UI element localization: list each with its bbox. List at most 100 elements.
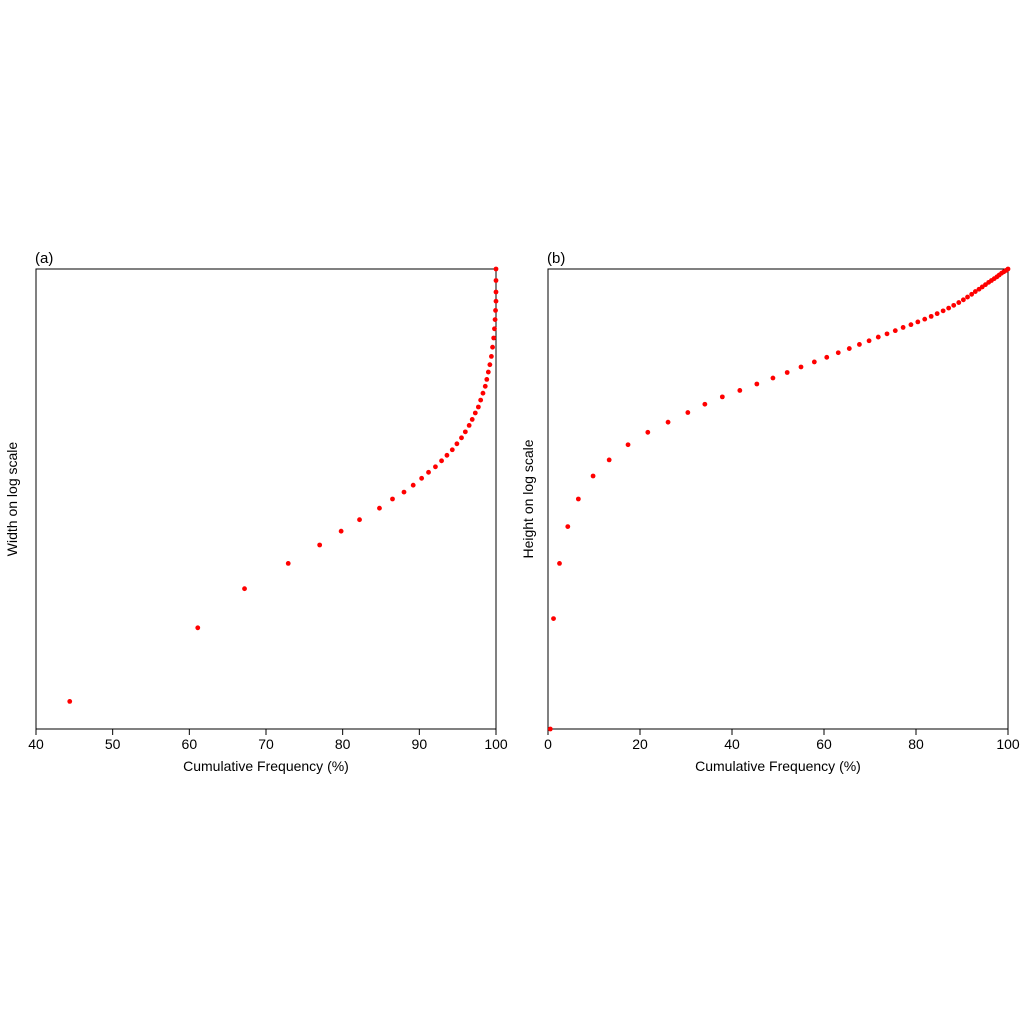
- panel-b-data-point: [770, 375, 776, 381]
- panel-a-x-tick-label: 70: [258, 736, 274, 752]
- panel-b-data-point: [551, 616, 556, 621]
- panel-a-data-point: [390, 496, 395, 502]
- panel-b-data-point: [922, 316, 928, 322]
- panel-b-data-point: [900, 325, 906, 330]
- panel-b-data-point: [824, 354, 830, 360]
- panel-b-data-point: [956, 300, 962, 305]
- panel-b-x-tick-label: 100: [996, 736, 1020, 752]
- panel-b-data-point: [719, 394, 725, 400]
- panel-a-data-point: [401, 489, 407, 495]
- panel-a-data-point: [466, 423, 472, 428]
- panel-a-data-point: [480, 390, 486, 396]
- panel-a-data-point: [493, 298, 499, 304]
- panel-a-data-point: [492, 317, 498, 322]
- panel-b-data-point: [908, 322, 914, 328]
- panel-b-data-point: [940, 308, 946, 314]
- panel-a-x-ticks: 40 50 60 70 80 90 100: [28, 729, 508, 752]
- panel-a-width-plot: (a) 40 50 60 70 80 90 100 Cumulative Frequency…: [4, 250, 508, 774]
- panel-a-data-point: [444, 452, 450, 458]
- panel-b-x-tick-label: 20: [632, 736, 648, 752]
- panel-a-data-point: [493, 278, 499, 283]
- panel-a-data-point: [469, 417, 475, 422]
- panel-a-x-tick-label: 50: [105, 736, 121, 752]
- panel-b-data-point: [835, 350, 841, 356]
- panel-b-data-point: [645, 429, 651, 435]
- panel-b-data-point: [928, 313, 934, 319]
- panel-a-data-point: [490, 344, 495, 350]
- panel-a-x-tick-label: 40: [28, 736, 44, 752]
- panel-a-data-point: [493, 266, 499, 272]
- panel-b-data-point: [784, 370, 790, 375]
- panel-a-data-point: [489, 354, 494, 359]
- panel-a-data-point: [410, 482, 416, 488]
- panel-b-points: [547, 266, 1011, 732]
- panel-a-data-point: [338, 528, 344, 534]
- panel-b-data-point: [875, 334, 881, 340]
- panel-a-x-tick-label: 100: [484, 736, 508, 752]
- panel-a-data-point: [487, 362, 493, 368]
- panel-a-data-point: [493, 308, 498, 313]
- panel-b-data-point: [965, 294, 970, 300]
- panel-b-data-point: [892, 328, 898, 334]
- panel-b-data-point: [857, 342, 862, 347]
- panel-b-x-tick-label: 80: [908, 736, 924, 752]
- panel-a-data-point: [439, 458, 444, 464]
- panel-a-x-tick-label: 60: [182, 736, 198, 752]
- panel-a-data-point: [195, 625, 201, 631]
- panel-b-data-point: [685, 410, 691, 415]
- panel-b-data-point: [946, 305, 952, 311]
- panel-a-data-point: [475, 404, 481, 410]
- panel-b-data-point: [866, 338, 872, 344]
- panel-a-data-point: [493, 289, 499, 295]
- panel-a-x-axis-label: Cumulative Frequency (%): [183, 758, 349, 774]
- panel-a-data-point: [433, 464, 438, 470]
- panel-b-x-tick-label: 60: [816, 736, 832, 752]
- panel-a-data-point: [491, 335, 497, 341]
- panel-b-data-point: [565, 524, 571, 529]
- panel-a-plot-frame: [35, 268, 497, 730]
- panel-a-data-point: [377, 505, 382, 511]
- panel-b-data-point: [960, 297, 966, 303]
- panel-b-data-point: [934, 311, 940, 317]
- panel-a-data-point: [485, 369, 491, 375]
- panel-a-x-tick-label: 90: [412, 736, 428, 752]
- panel-b-data-point: [969, 291, 975, 297]
- panel-b-x-ticks: 0 20 40 60 80 100: [544, 729, 1020, 752]
- panel-b-data-point: [798, 364, 804, 370]
- panel-b-data-point: [754, 381, 760, 387]
- panel-b-data-point: [1005, 266, 1011, 272]
- panel-a-data-point: [484, 377, 490, 382]
- panel-b-data-point: [702, 401, 708, 407]
- panel-a-data-point: [478, 397, 484, 403]
- panel-a-points: [67, 266, 499, 704]
- panel-b-data-point: [575, 496, 581, 502]
- panel-a-data-point: [454, 441, 460, 447]
- panel-b-data-point: [846, 346, 852, 351]
- panel-b-data-point: [547, 726, 553, 732]
- panel-b-x-tick-label: 0: [544, 736, 552, 752]
- panel-b-data-point: [811, 359, 817, 365]
- panel-a-label: (a): [35, 250, 53, 267]
- panel-a-data-point: [472, 410, 478, 416]
- panel-a-data-point: [459, 435, 464, 441]
- panel-b-data-point: [590, 473, 596, 479]
- panel-a-data-point: [317, 542, 323, 548]
- panel-b-data-point: [951, 302, 957, 308]
- panel-a-data-point: [449, 447, 455, 453]
- panel-a-data-point: [357, 517, 362, 523]
- panel-a-data-point: [67, 699, 73, 704]
- panel-a-data-point: [285, 561, 291, 566]
- panel-b-data-point: [972, 289, 978, 294]
- panel-a-data-point: [462, 429, 468, 435]
- panel-b-data-point: [884, 331, 890, 337]
- panel-a-y-axis-label: Width on log scale: [4, 442, 20, 557]
- panel-a-data-point: [492, 326, 497, 332]
- panel-b-y-axis-label: Height on log scale: [520, 439, 536, 558]
- panel-b-x-axis-label: Cumulative Frequency (%): [695, 758, 861, 774]
- panel-a-data-point: [242, 586, 247, 592]
- panel-a-data-point: [482, 383, 488, 389]
- panel-b-data-point: [557, 561, 562, 566]
- panel-b-plot-frame: [547, 268, 1009, 730]
- panel-a-data-point: [419, 475, 425, 481]
